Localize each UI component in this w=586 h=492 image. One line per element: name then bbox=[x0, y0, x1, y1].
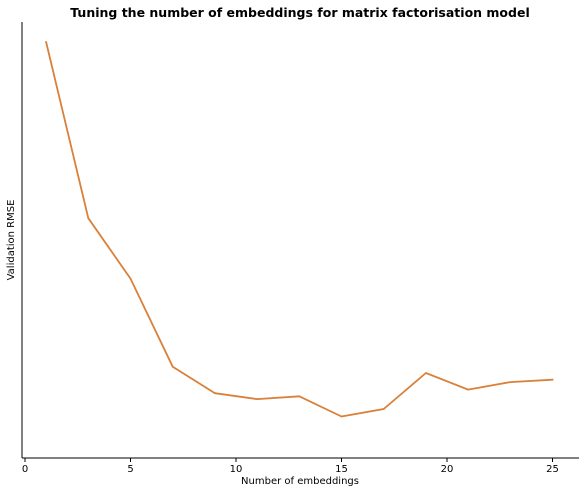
x-axis-label: Number of embeddings bbox=[241, 476, 359, 487]
x-ticks: 0 5 10 15 20 25 bbox=[22, 458, 559, 475]
x-tick-label: 5 bbox=[127, 464, 133, 475]
data-point bbox=[425, 372, 427, 374]
data-point bbox=[340, 415, 343, 418]
chart-title: Tuning the number of embeddings for matr… bbox=[70, 5, 529, 20]
series-line bbox=[45, 41, 554, 418]
x-tick-label: 15 bbox=[335, 464, 348, 475]
series-layer bbox=[45, 41, 554, 418]
data-point bbox=[129, 277, 132, 280]
data-point bbox=[214, 392, 216, 395]
data-point bbox=[551, 378, 554, 381]
x-tick-label: 20 bbox=[441, 464, 454, 475]
x-tick-label: 0 bbox=[22, 464, 28, 475]
data-point bbox=[467, 388, 469, 391]
y-axis-label: Validation RMSE bbox=[6, 200, 17, 281]
x-tick-label: 10 bbox=[230, 464, 243, 475]
data-point bbox=[87, 217, 90, 220]
plot-area: 0 5 10 15 20 25 bbox=[21, 22, 579, 475]
data-point bbox=[298, 395, 301, 398]
x-tick-label: 25 bbox=[546, 464, 559, 475]
data-point bbox=[382, 408, 385, 410]
data-point bbox=[45, 41, 47, 43]
data-point bbox=[509, 381, 512, 383]
data-point bbox=[171, 365, 174, 368]
data-point bbox=[256, 398, 258, 400]
